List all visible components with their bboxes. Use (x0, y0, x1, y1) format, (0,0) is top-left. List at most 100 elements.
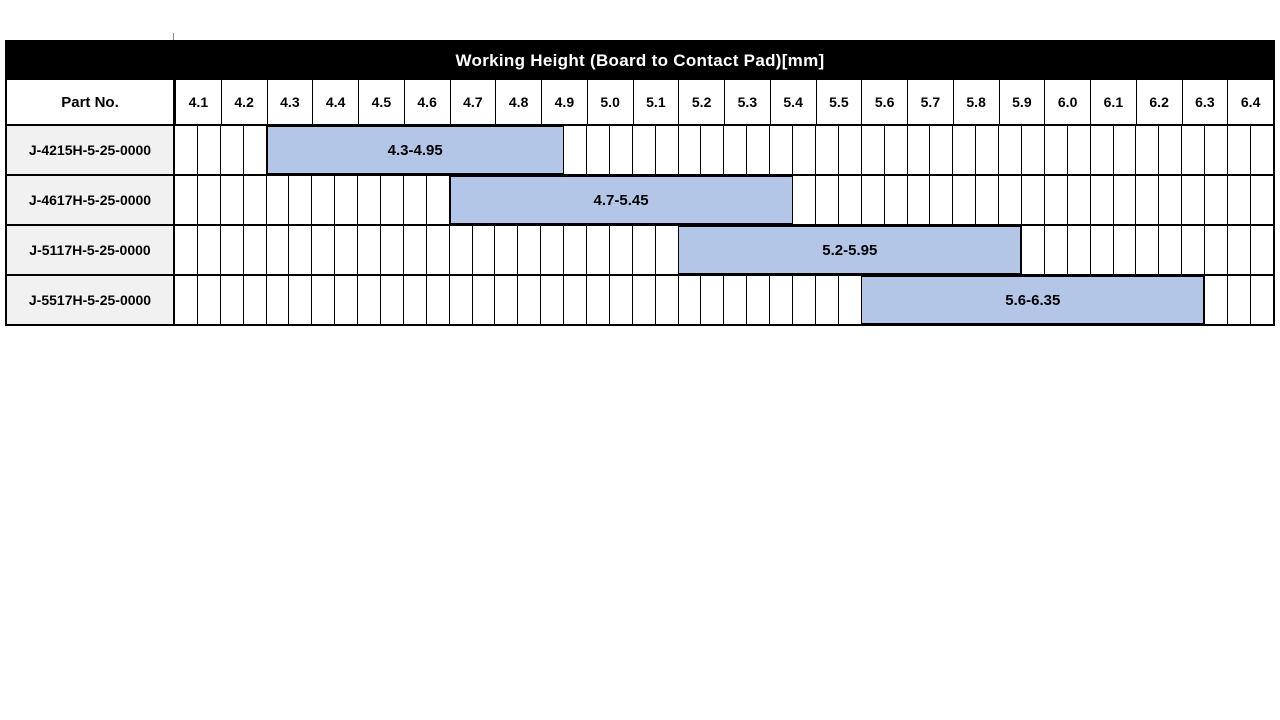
grid-cell (494, 226, 518, 274)
range-bar: 4.3-4.95 (266, 126, 564, 174)
grid-cell (631, 226, 655, 274)
grid-cell (608, 226, 632, 274)
column-header-5.4: 5.4 (769, 80, 816, 124)
grid-cell (723, 126, 747, 174)
column-header-6.2: 6.2 (1135, 80, 1182, 124)
column-header-4.7: 4.7 (449, 80, 496, 124)
grid-cell (792, 126, 815, 174)
grid-cell (175, 226, 197, 274)
column-header-5.8: 5.8 (952, 80, 999, 124)
grid-cell (700, 126, 724, 174)
column-header-4.2: 4.2 (220, 80, 267, 124)
grid-cell (219, 176, 243, 224)
grid-cell (196, 176, 220, 224)
grid-cell (1066, 126, 1090, 174)
grid-cell (288, 176, 312, 224)
column-header-5.7: 5.7 (907, 80, 953, 124)
grid-cell (175, 126, 197, 174)
grid-cell (860, 126, 884, 174)
grid-cell (357, 226, 381, 274)
grid-cell (425, 276, 449, 324)
grid-cell (792, 176, 815, 224)
part-no-cell: J-5517H-5-25-0000 (7, 276, 175, 324)
grid-cell (402, 176, 426, 224)
grid-cell (837, 126, 861, 174)
grid-cell (1204, 126, 1227, 174)
grid-cell (1135, 176, 1159, 224)
grid-cell (1181, 126, 1205, 174)
column-header-5.2: 5.2 (678, 80, 724, 124)
grid-cell (311, 276, 335, 324)
grid-cell (471, 226, 495, 274)
grid-cell (517, 276, 541, 324)
grid-cell (1204, 176, 1227, 224)
grid-cell (929, 126, 953, 174)
grid-cell (175, 276, 197, 324)
grid-cell (242, 276, 266, 324)
grid-cell (975, 176, 999, 224)
grid-cell (1066, 226, 1090, 274)
part-no-cell: J-5117H-5-25-0000 (7, 226, 175, 274)
grid-cell (1089, 226, 1113, 274)
grid-cell (563, 226, 587, 274)
grid-cell (814, 176, 838, 224)
grid-cell (402, 226, 426, 274)
range-bar: 5.2-5.95 (678, 226, 1022, 274)
grid-cell (494, 276, 518, 324)
column-header-5.3: 5.3 (724, 80, 770, 124)
column-header-6.0: 6.0 (1044, 80, 1090, 124)
grid-cell (1043, 226, 1067, 274)
grid-cell (677, 276, 701, 324)
grid-cell (334, 226, 358, 274)
grid-cell (837, 276, 861, 324)
grid-cell (242, 126, 266, 174)
grid-cell (1043, 176, 1067, 224)
grid-cell (563, 276, 587, 324)
grid-cell (700, 276, 724, 324)
chart-title: Working Height (Board to Contact Pad)[mm… (7, 42, 1273, 80)
grid-cell (1089, 126, 1113, 174)
grid-cell (196, 276, 220, 324)
grid-cell (219, 226, 243, 274)
part-no-cell: J-4215H-5-25-0000 (7, 126, 175, 174)
grid-cell (1066, 176, 1090, 224)
grid-cell (769, 276, 793, 324)
grid-cell (998, 126, 1021, 174)
column-header-4.8: 4.8 (495, 80, 541, 124)
grid-cell (1181, 176, 1205, 224)
grid-cell (1226, 226, 1250, 274)
grid-cell (425, 176, 449, 224)
grid-cell (1135, 126, 1159, 174)
grid-cell (242, 176, 266, 224)
grid-cell (380, 226, 403, 274)
grid-cell (1020, 176, 1044, 224)
column-header-4.3: 4.3 (266, 80, 313, 124)
grid-cell (1181, 226, 1205, 274)
grid-cell (265, 226, 289, 274)
column-header-6.4: 6.4 (1227, 80, 1273, 124)
column-header-5.6: 5.6 (861, 80, 907, 124)
grid-cell (1204, 276, 1227, 324)
grid-cell (883, 176, 907, 224)
grid-cell (540, 276, 564, 324)
grid-cell (1204, 226, 1227, 274)
grid-cell (380, 276, 403, 324)
range-bar: 5.6-6.35 (861, 276, 1205, 324)
grid-cell (654, 276, 678, 324)
grid-cell (608, 126, 632, 174)
grid-cell (196, 226, 220, 274)
column-header-row: Part No. 4.1 4.2 4.3 4.4 4.5 4.6 4.7 4.8 4.9 5.0 5… (7, 80, 1273, 124)
grid-cell (1249, 226, 1273, 274)
table-row: J-5117H-5-25-0000 5.2-5.95 (7, 224, 1273, 274)
grid-cell (929, 176, 953, 224)
grid-cell (952, 176, 976, 224)
grid-cell (357, 176, 381, 224)
grid-cell (654, 126, 678, 174)
grid-cell (1249, 176, 1273, 224)
column-header-4.1: 4.1 (175, 80, 221, 124)
grid-cell (586, 226, 609, 274)
column-header-5.9: 5.9 (998, 80, 1045, 124)
grid-cell (265, 176, 289, 224)
part-no-header: Part No. (7, 80, 175, 124)
